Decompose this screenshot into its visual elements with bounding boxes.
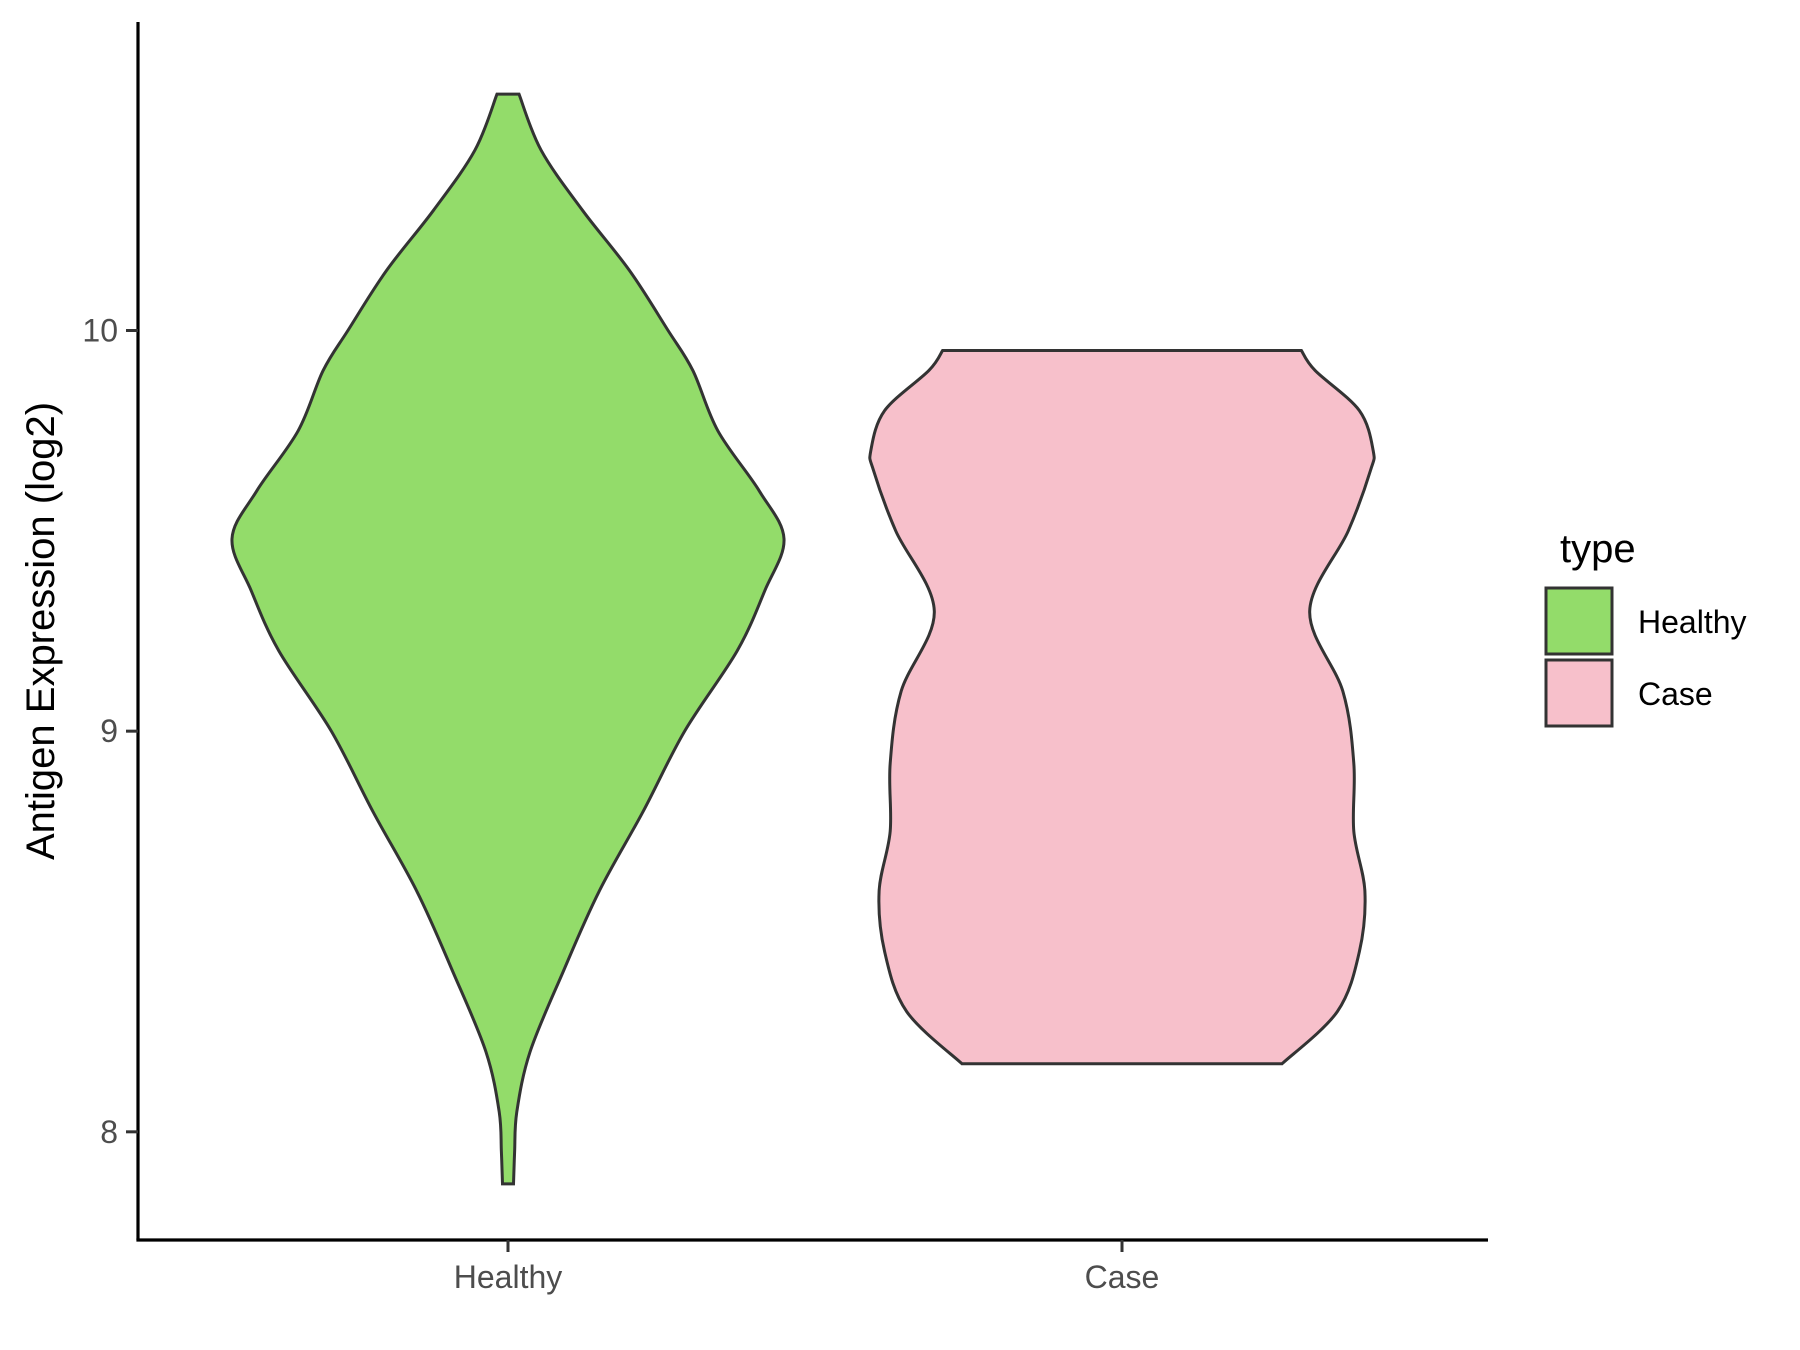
- legend-key-healthy: [1544, 586, 1614, 656]
- legend-key-case: [1544, 658, 1614, 728]
- violin-case: [868, 349, 1376, 1066]
- y-ticks: 8 9 10: [82, 313, 138, 1150]
- legend-label-case: Case: [1638, 676, 1713, 712]
- x-ticks: Healthy Case: [454, 1240, 1160, 1295]
- legend: type Healthy Case: [1544, 527, 1747, 728]
- x-tick-label-case: Case: [1085, 1259, 1160, 1295]
- legend-label-healthy: Healthy: [1638, 604, 1747, 640]
- y-axis-title: Antigen Expression (log2): [19, 402, 63, 860]
- y-tick-label: 10: [82, 313, 118, 349]
- legend-title: type: [1560, 527, 1636, 571]
- y-tick-label: 8: [100, 1114, 118, 1150]
- violin-healthy: [230, 92, 786, 1186]
- y-tick-label: 9: [100, 713, 118, 749]
- violins-group: [230, 92, 1376, 1186]
- x-tick-label-healthy: Healthy: [454, 1259, 563, 1295]
- plot-area: 8 9 10 Healthy Case: [82, 22, 1488, 1295]
- legend-items: Healthy Case: [1544, 586, 1747, 728]
